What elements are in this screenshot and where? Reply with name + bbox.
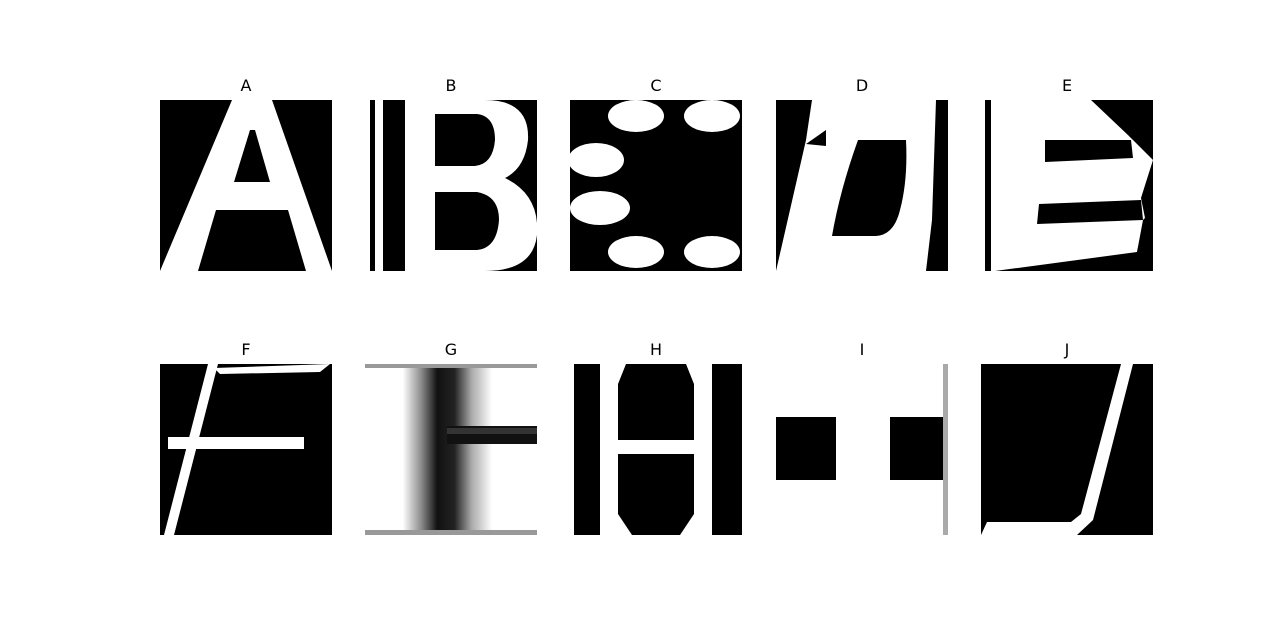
glyph-b-image	[365, 100, 537, 271]
panel-title: E	[1061, 76, 1073, 95]
panel-title: F	[241, 340, 251, 359]
glyph-f-image	[160, 364, 332, 535]
glyph-h-image	[570, 364, 742, 535]
panel-title: D	[855, 76, 869, 95]
panel-title: B	[445, 76, 457, 95]
glyph-e-image	[981, 100, 1153, 271]
panel-title: J	[1064, 340, 1070, 359]
glyph-i-image	[776, 364, 948, 535]
glyph-g-image	[365, 364, 537, 535]
panel-title: C	[650, 76, 662, 95]
glyph-c-image	[570, 100, 742, 271]
panel-title: G	[444, 340, 458, 359]
panel-title: A	[240, 76, 252, 95]
panel-title: H	[649, 340, 663, 359]
panel-title: I	[859, 340, 865, 359]
glyph-a-image	[160, 100, 332, 271]
glyph-d-image	[776, 100, 948, 271]
glyph-j-image	[981, 364, 1153, 535]
